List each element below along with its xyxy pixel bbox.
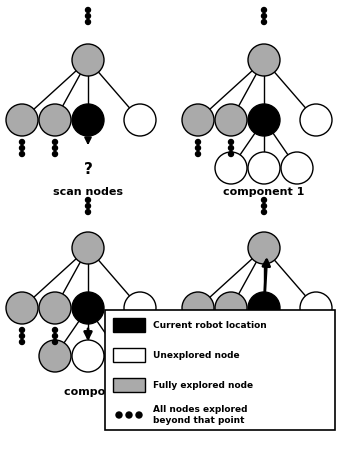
Text: ?: ? xyxy=(83,162,93,177)
Circle shape xyxy=(39,340,71,372)
Text: component 3: component 3 xyxy=(224,397,304,407)
Circle shape xyxy=(39,104,71,136)
Circle shape xyxy=(195,334,201,338)
Text: Unexplored node: Unexplored node xyxy=(153,351,240,359)
Text: scan nodes: scan nodes xyxy=(53,187,123,197)
Circle shape xyxy=(72,44,104,76)
Circle shape xyxy=(228,375,233,381)
Circle shape xyxy=(86,13,90,18)
Text: All nodes explored
beyond that point: All nodes explored beyond that point xyxy=(153,405,247,425)
Circle shape xyxy=(86,7,90,12)
Circle shape xyxy=(300,292,332,324)
Circle shape xyxy=(86,209,90,214)
Circle shape xyxy=(52,328,57,332)
Circle shape xyxy=(195,151,201,157)
Circle shape xyxy=(52,151,57,157)
Circle shape xyxy=(52,146,57,151)
Circle shape xyxy=(228,146,233,151)
Circle shape xyxy=(19,340,25,345)
Text: component 2: component 2 xyxy=(64,387,146,397)
Circle shape xyxy=(228,151,233,157)
Circle shape xyxy=(72,340,104,372)
Bar xyxy=(113,318,145,332)
Circle shape xyxy=(19,140,25,145)
Circle shape xyxy=(6,292,38,324)
Circle shape xyxy=(195,328,201,332)
Circle shape xyxy=(215,104,247,136)
Circle shape xyxy=(295,381,300,386)
Circle shape xyxy=(228,334,233,338)
Text: Current robot location: Current robot location xyxy=(153,320,267,330)
Circle shape xyxy=(19,328,25,332)
Circle shape xyxy=(116,412,122,418)
Circle shape xyxy=(228,381,233,386)
Circle shape xyxy=(52,334,57,338)
Circle shape xyxy=(124,292,156,324)
Circle shape xyxy=(39,292,71,324)
Circle shape xyxy=(215,292,247,324)
Circle shape xyxy=(195,340,201,345)
Circle shape xyxy=(72,104,104,136)
Circle shape xyxy=(182,292,214,324)
Circle shape xyxy=(248,292,280,324)
Circle shape xyxy=(228,140,233,145)
Circle shape xyxy=(248,232,280,264)
Circle shape xyxy=(248,340,280,372)
Circle shape xyxy=(86,19,90,24)
Circle shape xyxy=(52,340,57,345)
Circle shape xyxy=(72,292,104,324)
Circle shape xyxy=(248,152,280,184)
Circle shape xyxy=(105,340,137,372)
Circle shape xyxy=(215,340,247,372)
Text: component 1: component 1 xyxy=(223,187,305,197)
Circle shape xyxy=(262,381,266,386)
Circle shape xyxy=(295,375,300,381)
Circle shape xyxy=(248,104,280,136)
Circle shape xyxy=(19,146,25,151)
Circle shape xyxy=(72,232,104,264)
Circle shape xyxy=(300,104,332,136)
Circle shape xyxy=(195,146,201,151)
Circle shape xyxy=(262,13,266,18)
Circle shape xyxy=(262,203,266,208)
Circle shape xyxy=(19,151,25,157)
Circle shape xyxy=(228,387,233,392)
Circle shape xyxy=(281,340,313,372)
Bar xyxy=(105,310,335,430)
Circle shape xyxy=(262,375,266,381)
Circle shape xyxy=(295,387,300,392)
Bar xyxy=(113,348,145,362)
Circle shape xyxy=(262,387,266,392)
Circle shape xyxy=(195,140,201,145)
Circle shape xyxy=(228,328,233,332)
Circle shape xyxy=(262,197,266,202)
Circle shape xyxy=(6,104,38,136)
Circle shape xyxy=(262,209,266,214)
Circle shape xyxy=(136,412,142,418)
Circle shape xyxy=(19,334,25,338)
Circle shape xyxy=(281,152,313,184)
Circle shape xyxy=(248,44,280,76)
Circle shape xyxy=(52,140,57,145)
Circle shape xyxy=(182,104,214,136)
Circle shape xyxy=(262,19,266,24)
Circle shape xyxy=(86,197,90,202)
Circle shape xyxy=(124,104,156,136)
Circle shape xyxy=(86,203,90,208)
Circle shape xyxy=(126,412,132,418)
Circle shape xyxy=(228,340,233,345)
Circle shape xyxy=(215,152,247,184)
Bar xyxy=(113,378,145,392)
Circle shape xyxy=(262,7,266,12)
Text: Fully explored node: Fully explored node xyxy=(153,381,253,390)
